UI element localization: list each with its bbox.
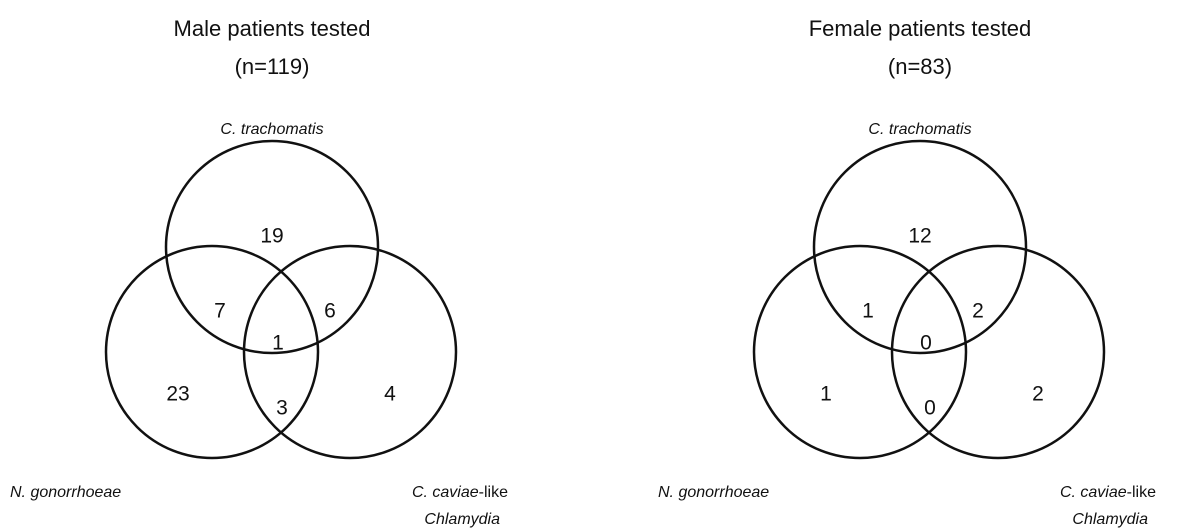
set-circle bbox=[890, 244, 1106, 460]
set-circle bbox=[104, 244, 320, 460]
region-count: 19 bbox=[260, 225, 283, 248]
set-circle bbox=[752, 244, 968, 460]
region-count: 3 bbox=[276, 397, 288, 420]
set-label: N. gonorrhoeae bbox=[10, 484, 121, 501]
region-count: 1 bbox=[820, 383, 832, 406]
region-count: 1 bbox=[862, 300, 874, 323]
set-label: C. trachomatis bbox=[868, 121, 971, 138]
region-count: 2 bbox=[972, 300, 984, 323]
region-count: 0 bbox=[920, 332, 932, 355]
set-label-part: C. caviae bbox=[1060, 484, 1127, 501]
set-label: C. caviae-like bbox=[412, 484, 508, 501]
set-circle bbox=[812, 139, 1028, 355]
set-label: C. trachomatis bbox=[220, 121, 323, 138]
region-count: 1 bbox=[272, 332, 284, 355]
set-circle bbox=[242, 244, 458, 460]
region-count: 2 bbox=[1032, 383, 1044, 406]
region-count: 12 bbox=[908, 225, 931, 248]
venn-panel: Male patients tested (n=119) C. trachomati… bbox=[10, 16, 508, 528]
set-circle bbox=[164, 139, 380, 355]
set-label: Chlamydia bbox=[424, 511, 500, 528]
set-label: Chlamydia bbox=[1072, 511, 1148, 528]
panel-title: Male patients tested bbox=[174, 16, 371, 41]
region-count: 0 bbox=[924, 397, 936, 420]
region-count: 7 bbox=[214, 300, 226, 323]
region-count: 4 bbox=[384, 383, 396, 406]
region-count: 23 bbox=[166, 383, 189, 406]
region-count: 6 bbox=[324, 300, 336, 323]
venn-panel: Female patients tested (n=83) C. trachomat… bbox=[658, 16, 1156, 528]
panel-subtitle: (n=83) bbox=[888, 54, 952, 79]
panel-title: Female patients tested bbox=[809, 16, 1032, 41]
set-label-part: -like bbox=[479, 484, 508, 501]
set-label: N. gonorrhoeae bbox=[658, 484, 769, 501]
panel-subtitle: (n=119) bbox=[235, 54, 310, 79]
set-label-part: -like bbox=[1127, 484, 1156, 501]
set-label-part: C. caviae bbox=[412, 484, 479, 501]
set-label: C. caviae-like bbox=[1060, 484, 1156, 501]
